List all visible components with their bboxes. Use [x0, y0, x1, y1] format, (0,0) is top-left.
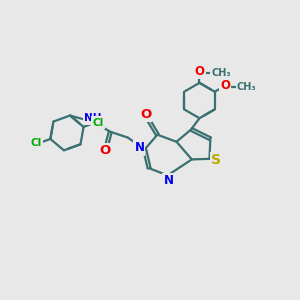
- Text: N: N: [134, 141, 144, 154]
- Text: Cl: Cl: [92, 118, 103, 128]
- Text: CH₃: CH₃: [211, 68, 231, 78]
- Text: NH: NH: [84, 113, 101, 124]
- Text: O: O: [99, 144, 111, 158]
- Text: O: O: [194, 65, 205, 78]
- Text: Cl: Cl: [31, 138, 42, 148]
- Text: O: O: [140, 108, 151, 121]
- Text: S: S: [211, 153, 221, 167]
- Text: O: O: [220, 79, 230, 92]
- Text: CH₃: CH₃: [237, 82, 256, 92]
- Text: N: N: [164, 174, 174, 187]
